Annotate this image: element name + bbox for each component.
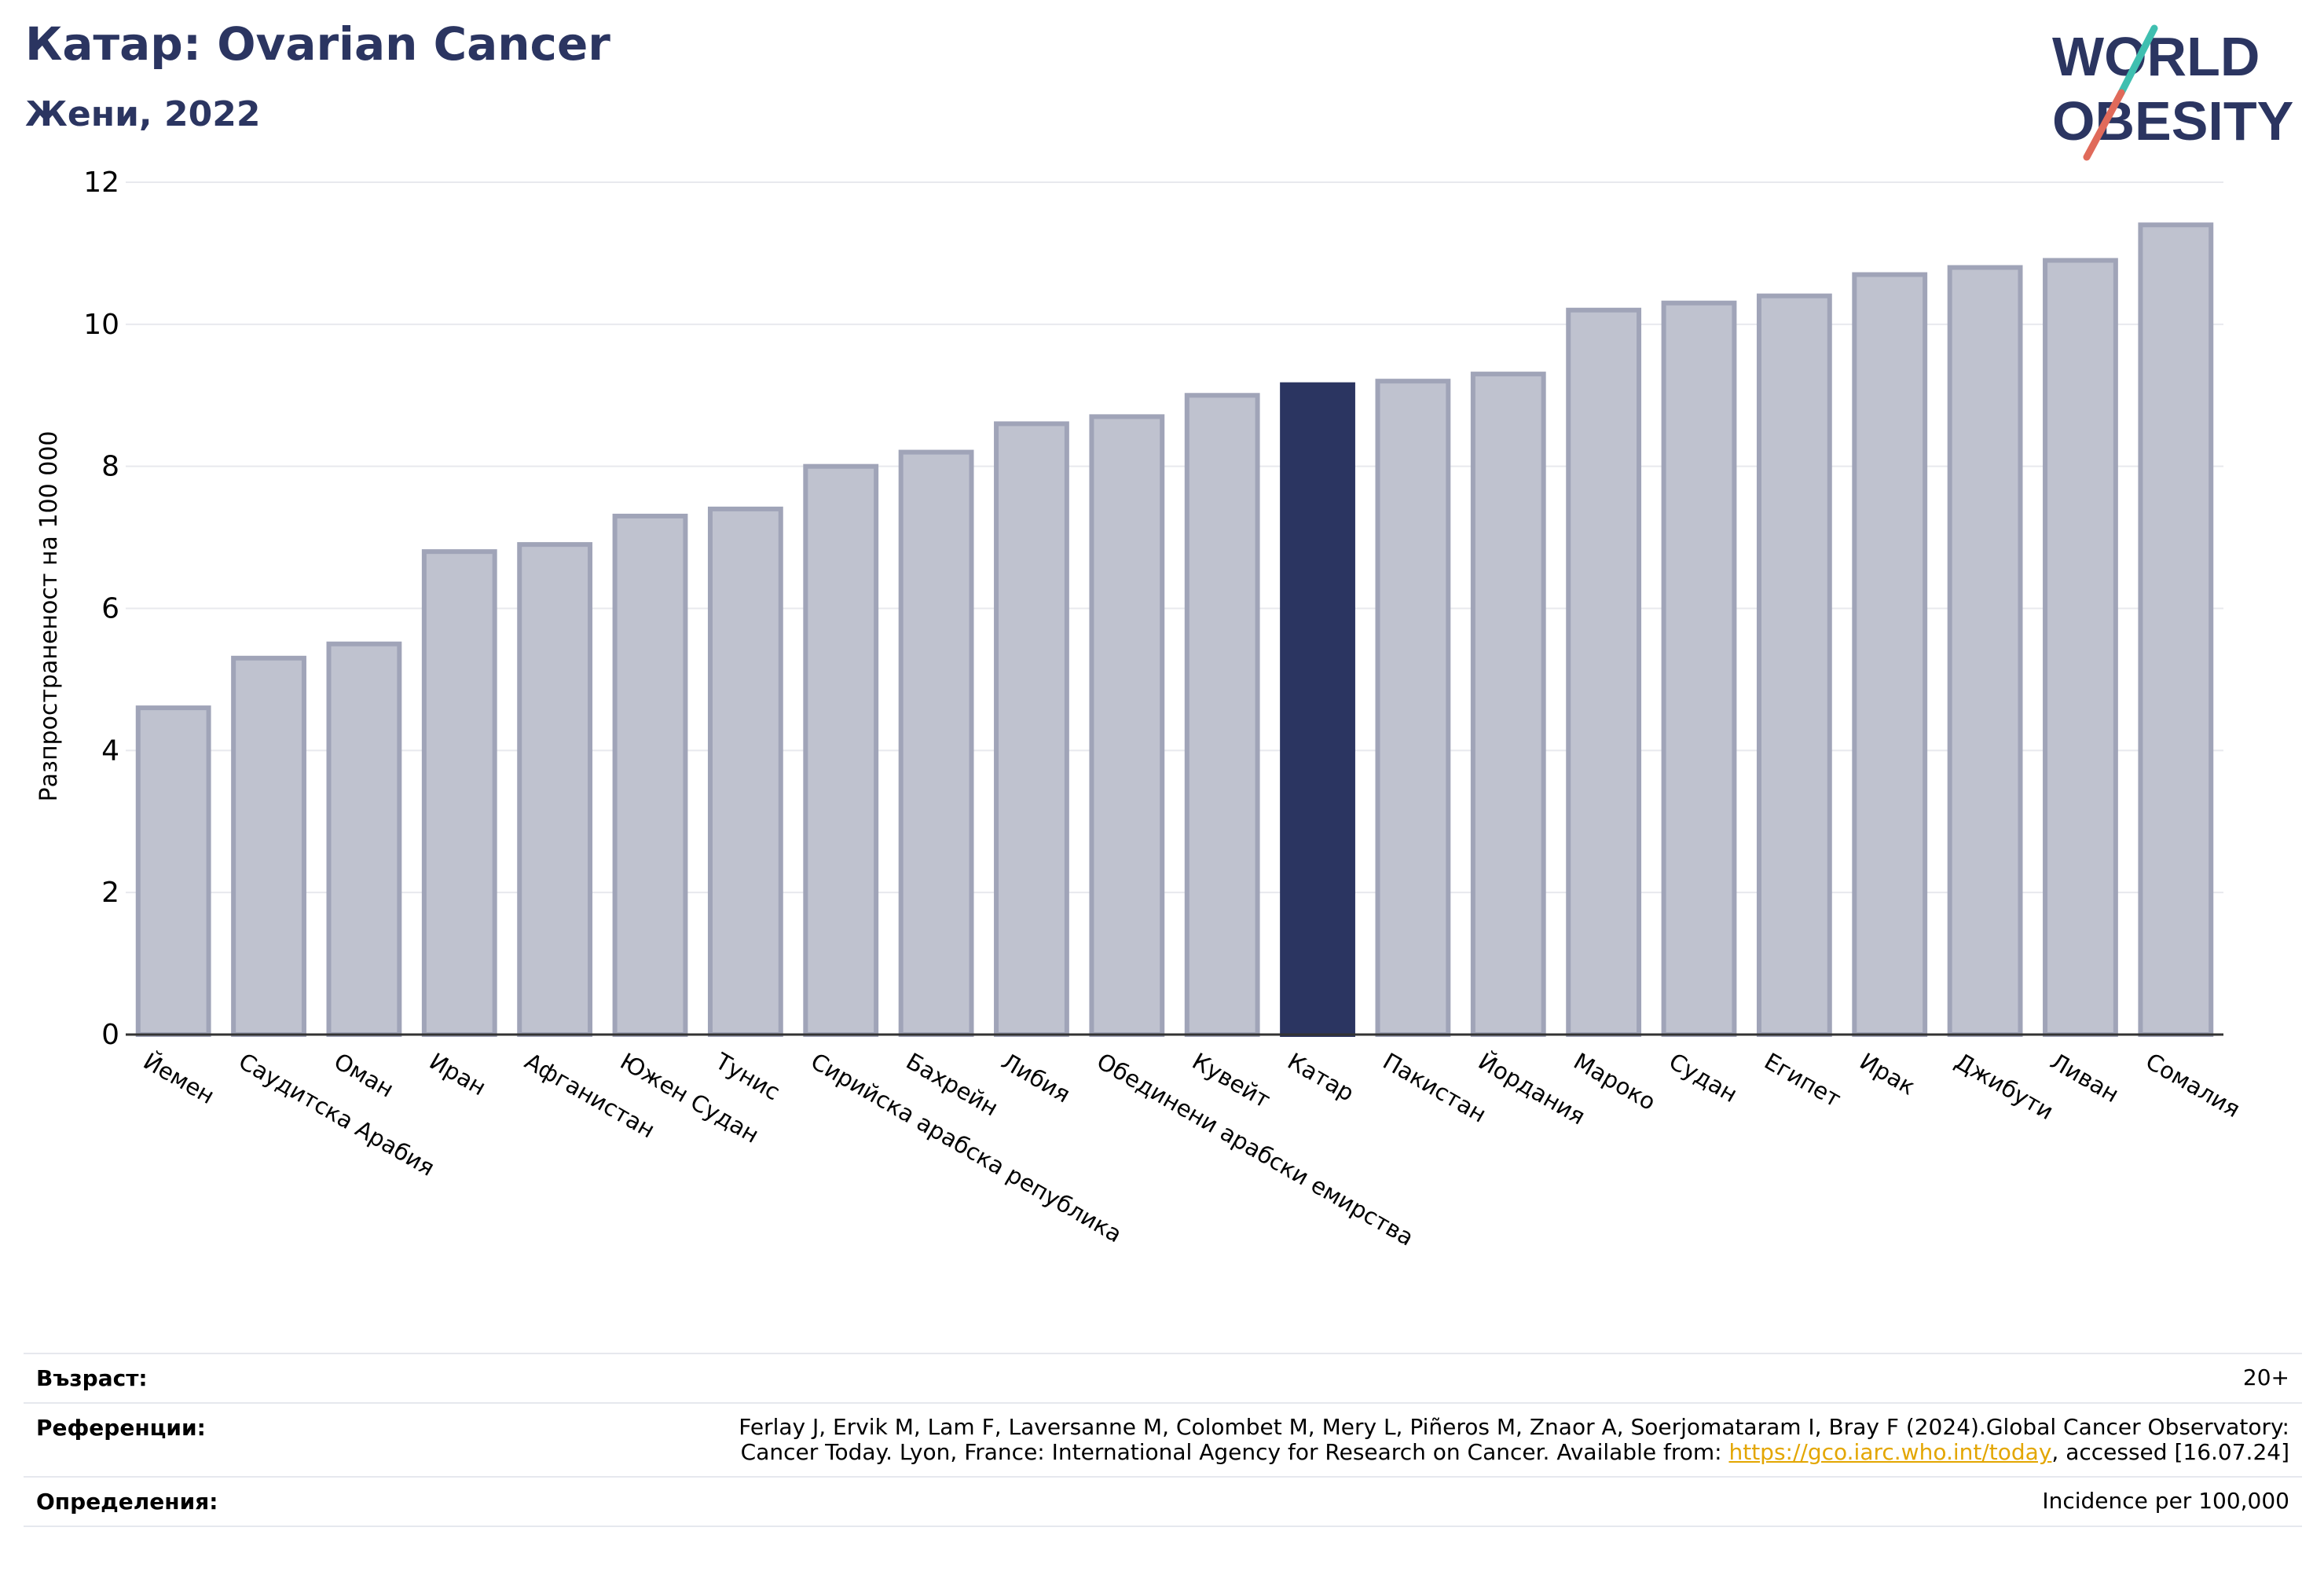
logo-slash-teal xyxy=(2117,24,2158,97)
bar xyxy=(1375,379,1451,1037)
bar xyxy=(326,641,402,1037)
bar xyxy=(1566,307,1642,1037)
definitions-value: Incidence per 100,000 xyxy=(2042,1488,2289,1514)
y-tick-label: 2 xyxy=(101,877,119,909)
x-tick-label: Катар xyxy=(1283,1048,1358,1107)
x-tick-label: Ливан xyxy=(2046,1048,2124,1108)
bar xyxy=(1089,414,1165,1037)
bar xyxy=(1852,272,1928,1037)
x-tick-label: Сомалия xyxy=(2141,1048,2245,1123)
logo-text-world: WORLD xyxy=(2052,26,2260,87)
chart-title: Катар: Ovarian Cancer xyxy=(25,17,610,71)
bar xyxy=(1280,382,1355,1037)
bar xyxy=(1947,265,2023,1037)
footer-row-definitions: Определения: Incidence per 100,000 xyxy=(24,1476,2302,1527)
y-tick-label: 4 xyxy=(101,734,119,767)
footer-row-age: Възраст: 20+ xyxy=(24,1353,2302,1402)
x-tick-label: Йордания xyxy=(1474,1048,1590,1130)
bar xyxy=(994,421,1069,1037)
bar xyxy=(2043,258,2118,1038)
bar xyxy=(1756,293,1832,1037)
bar xyxy=(135,705,211,1037)
bar xyxy=(1661,300,1737,1038)
x-tick-label: Йемен xyxy=(139,1048,219,1110)
bar xyxy=(612,513,688,1037)
x-tick-label: Судан xyxy=(1665,1048,1743,1108)
references-label: Референции: xyxy=(36,1415,206,1441)
x-tick-label: Египет xyxy=(1760,1048,1846,1113)
bar xyxy=(803,463,879,1037)
x-tick-label: Пакистан xyxy=(1378,1048,1490,1128)
chart-subtitle: Жени, 2022 xyxy=(25,94,261,134)
reference-link[interactable]: https://gco.iarc.who.int/today xyxy=(1728,1439,2052,1465)
footer-row-references: Референции: Ferlay J, Ervik M, Lam F, La… xyxy=(24,1402,2302,1476)
bar xyxy=(517,542,593,1037)
references-value: Ferlay J, Ervik M, Lam F, Laversanne M, … xyxy=(739,1415,2289,1465)
bar xyxy=(898,449,974,1037)
bar-chart: 0 2 4 6 8 10 12 Разпространеност на 100 000 Йеме… xyxy=(35,167,2245,1251)
y-tick-label: 0 xyxy=(101,1019,119,1051)
y-tick-label: 12 xyxy=(83,167,119,199)
age-value: 20+ xyxy=(2242,1364,2289,1390)
y-tick-label: 6 xyxy=(101,593,119,625)
logo-slash-coral xyxy=(2083,89,2125,161)
reference-line-2-end: , accessed [16.07.24] xyxy=(2051,1439,2289,1465)
footer-table: Възраст: 20+ Референции: Ferlay J, Ervik… xyxy=(24,1353,2302,1527)
reference-line-2-start: Cancer Today. Lyon, France: Internationa… xyxy=(740,1439,1729,1465)
age-label: Възраст: xyxy=(36,1365,148,1391)
bar xyxy=(707,506,783,1037)
bar xyxy=(1184,393,1260,1037)
bar xyxy=(421,549,497,1037)
x-tick-label: Ирак xyxy=(1855,1048,1919,1101)
x-tick-label: Джибути xyxy=(1951,1048,2058,1126)
definitions-label: Определения: xyxy=(36,1489,218,1515)
bar xyxy=(2138,222,2214,1037)
reference-line-1: Ferlay J, Ervik M, Lam F, Laversanne M, … xyxy=(739,1414,2289,1440)
x-tick-label: Оман xyxy=(329,1048,398,1103)
x-tick-label: Либия xyxy=(997,1048,1075,1108)
world-obesity-logo: WORLD OBESITY xyxy=(2052,24,2293,161)
x-tick-label: Тунис xyxy=(710,1047,785,1105)
y-axis-label: Разпространеност на 100 000 xyxy=(35,431,63,802)
bar xyxy=(1470,372,1546,1037)
x-tick-label: Иран xyxy=(425,1048,491,1101)
bar xyxy=(231,655,306,1038)
y-tick-label: 10 xyxy=(83,309,119,341)
y-tick-label: 8 xyxy=(101,451,119,483)
